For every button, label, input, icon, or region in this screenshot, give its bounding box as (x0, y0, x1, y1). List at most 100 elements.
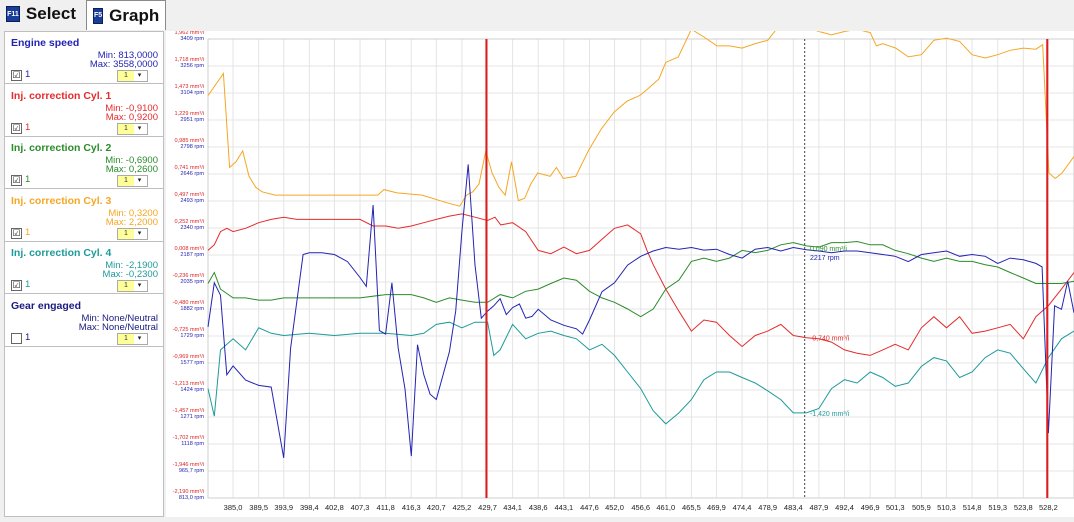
signal-name: Inj. correction Cyl. 1 (11, 89, 112, 102)
chevron-down-icon: ▾ (137, 282, 142, 289)
signal-count: 1 (25, 279, 31, 290)
signal-name: Inj. correction Cyl. 3 (11, 194, 112, 207)
x-tick-label: 429,7 (478, 503, 497, 512)
y-tick-label-injection: 1,473 mm³/i (174, 84, 204, 90)
y-tick-label-rpm: 2340 rpm (180, 225, 204, 231)
y-tick-label-injection: -0,236 mm³/i (173, 273, 204, 279)
signal-entry[interactable]: Gear engaged Min: None/Neutral Max: None/N… (5, 295, 163, 347)
y-tick-label-rpm: 2187 rpm (180, 252, 204, 258)
series-line (207, 23, 1074, 207)
line-width-select[interactable]: 1 ▾ (117, 122, 148, 135)
signal-count: 1 (25, 174, 31, 185)
x-tick-label: 523,8 (1014, 503, 1033, 512)
tab-select[interactable]: F11 Select (0, 0, 82, 28)
tab-graph[interactable]: F5 Graph (86, 0, 166, 30)
x-tick-label: 425,2 (453, 503, 472, 512)
y-tick-label-injection: 1,962 mm³/i (174, 31, 204, 36)
y-tick-label-rpm: 965,7 rpm (179, 468, 205, 474)
signal-list: Engine speed Min: 813,0000 Max: 3558,0000 ☑… (4, 31, 164, 517)
y-tick-label-rpm: 1882 rpm (180, 306, 204, 312)
line-width-select[interactable]: 1 ▾ (117, 70, 148, 82)
y-tick-label-rpm: 2035 rpm (180, 279, 204, 285)
x-tick-label: 496,9 (861, 503, 880, 512)
cursor-value-label: 2217 rpm (810, 255, 840, 262)
line-width-select[interactable]: 1 ▾ (117, 175, 148, 187)
signal-max: Max: None/Neutral (78, 321, 158, 333)
signal-visible-checkbox[interactable] (11, 332, 22, 344)
signal-visible-checkbox[interactable]: ☑ (11, 122, 22, 134)
x-tick-label: 389,5 (249, 503, 268, 512)
y-tick-label-injection: 0,008 mm³/i (174, 246, 204, 252)
signal-name: Gear engaged (11, 299, 82, 312)
signal-max: Max: 0,2600 (105, 164, 158, 175)
y-tick-label-injection: -0,725 mm³/i (173, 327, 204, 333)
x-tick-label: 452,0 (605, 503, 624, 512)
x-tick-label: 393,9 (274, 503, 293, 512)
cursor-value-label: -0,740 mm³/i (810, 336, 850, 343)
signal-visible-checkbox[interactable]: ☑ (11, 227, 22, 239)
line-width-select[interactable]: 1 ▾ (117, 280, 148, 292)
x-tick-label: 420,7 (427, 503, 446, 512)
x-tick-label: 487,9 (810, 503, 829, 512)
y-tick-label-injection: -1,457 mm³/i (173, 408, 204, 414)
y-tick-label-rpm: 2798 rpm (180, 144, 204, 150)
tab-bar: F11 Select F5 Graph (0, 0, 1074, 30)
signal-max: Max: 0,9200 (105, 111, 158, 123)
signal-visible-checkbox[interactable]: ☑ (11, 175, 22, 186)
line-width-select[interactable]: 1 ▾ (117, 332, 148, 345)
x-tick-label: 398,4 (300, 503, 319, 512)
x-tick-label: 434,1 (503, 503, 522, 512)
x-tick-label: 407,3 (351, 503, 370, 512)
y-tick-label-injection: 0,497 mm³/i (174, 192, 204, 198)
y-tick-label-rpm: 1729 rpm (180, 333, 204, 339)
signal-entry[interactable]: Inj. correction Cyl. 3 Min: 0,3200 Max: 2,… (5, 190, 163, 242)
line-chart[interactable]: 1,962 mm³/i 3409 rpm 1,718 mm³/i 3256 rpm 1,… (166, 23, 1074, 517)
x-tick-label: 416,3 (402, 503, 421, 512)
y-tick-label-injection: 1,718 mm³/i (174, 57, 204, 63)
series-line (207, 240, 1074, 318)
series-line (207, 213, 1074, 356)
y-tick-label-injection: 0,985 mm³/i (174, 138, 204, 144)
tab-select-label: Select (25, 4, 76, 23)
x-tick-label: 483,4 (784, 503, 803, 512)
x-tick-label: 411,8 (377, 503, 395, 512)
x-tick-label: 461,0 (656, 503, 675, 512)
signal-count: 1 (25, 121, 31, 133)
y-tick-label-injection: -0,969 mm³/i (173, 354, 204, 360)
signal-visible-checkbox[interactable]: ☑ (11, 70, 22, 81)
chevron-down-icon: ▾ (137, 229, 142, 237)
x-tick-label: 519,3 (988, 503, 1007, 512)
y-tick-label-rpm: 1118 rpm (181, 441, 204, 447)
signal-entry[interactable]: Inj. correction Cyl. 4 Min: -2,1900 Max: -… (5, 242, 163, 294)
x-tick-label: 505,9 (912, 503, 931, 512)
y-tick-label-rpm: 1424 rpm (180, 387, 204, 393)
signal-entry[interactable]: Engine speed Min: 813,0000 Max: 3558,0000 ☑… (5, 32, 163, 84)
signal-min: Min: 0,3200 (108, 207, 158, 219)
signal-max: Max: 2,2000 (105, 216, 158, 228)
y-tick-label-injection: 0,741 mm³/i (174, 165, 204, 171)
line-width-select[interactable]: 1 ▾ (117, 227, 148, 240)
x-tick-label: 385,0 (224, 503, 243, 512)
y-tick-label-rpm: 1271 rpm (180, 414, 204, 420)
line-width-value: 1 (118, 228, 134, 239)
x-tick-label: 402,8 (325, 503, 344, 512)
y-tick-label-injection: 1,229 mm³/i (174, 111, 204, 117)
signal-visible-checkbox[interactable]: ☑ (11, 280, 22, 291)
series-line (207, 321, 1074, 425)
cursor-value-label: -1,420 mm³/i (810, 411, 850, 418)
cursor-value-label: 0,090 mm³/i (810, 246, 847, 253)
signal-count: 1 (25, 69, 31, 80)
signal-max: Max: -0,2300 (102, 269, 158, 280)
signal-entry[interactable]: Inj. correction Cyl. 1 Min: -0,9100 Max: 0… (5, 85, 163, 137)
line-width-value: 1 (118, 123, 134, 134)
plot-area (207, 38, 1074, 499)
chevron-down-icon: ▾ (137, 72, 142, 79)
signal-count: 1 (25, 226, 31, 238)
x-tick-label: 443,1 (554, 503, 573, 512)
x-tick-label: 474,4 (733, 503, 752, 512)
y-tick-label-rpm: 3409 rpm (180, 36, 204, 42)
chevron-down-icon: ▾ (137, 177, 142, 184)
signal-entry[interactable]: Inj. correction Cyl. 2 Min: -0,6900 Max: 0… (5, 137, 163, 189)
line-width-value: 1 (118, 176, 134, 186)
